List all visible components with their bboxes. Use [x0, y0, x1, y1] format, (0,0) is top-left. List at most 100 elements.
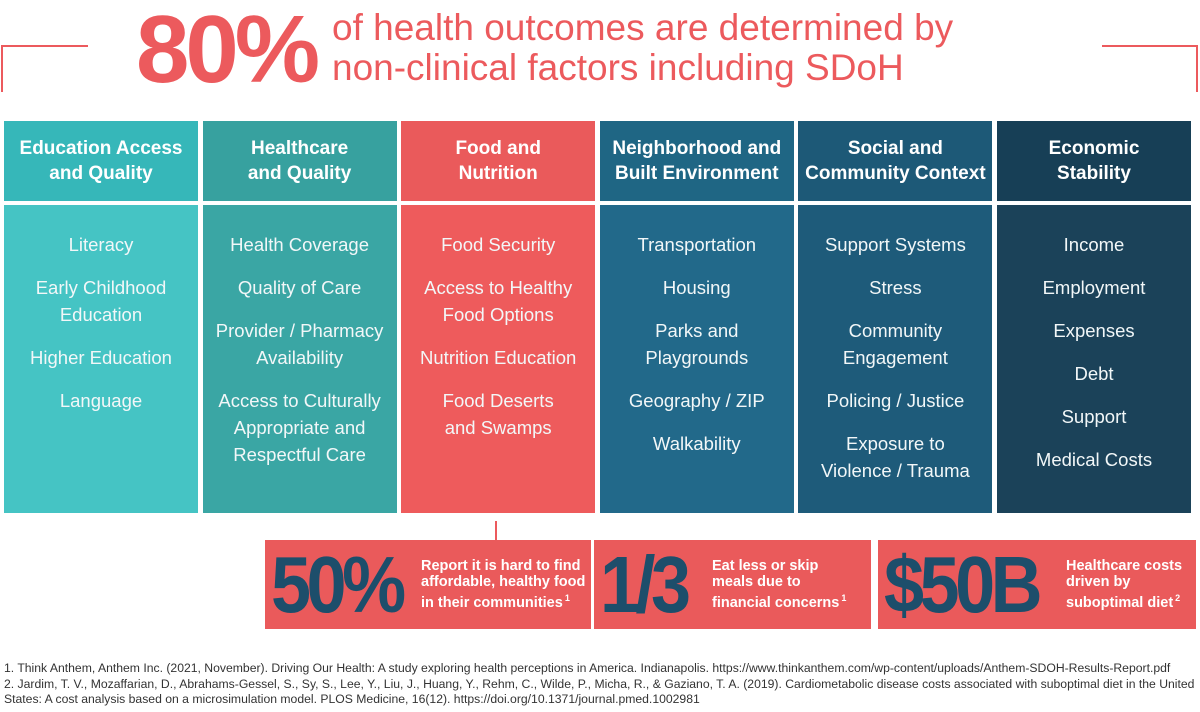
factor-line: Language — [59, 390, 143, 411]
factor-item: Literacy — [69, 231, 134, 258]
headline-line: of health outcomes are determined by — [332, 7, 954, 48]
column: Food and Nutrition Food Security Access to … — [401, 121, 596, 513]
factor-line: Employment — [1042, 277, 1146, 298]
column-header: Neighborhood and Built Environment — [599, 121, 794, 201]
stat-value: $50B — [884, 539, 1043, 629]
stat-line-text: suboptimal diet — [1066, 594, 1174, 611]
column-title-line: Stability — [1057, 163, 1131, 184]
factor-line: Early Childhood — [35, 277, 167, 298]
factor-line: and Swamps — [444, 417, 552, 438]
factor-item: Access to Culturally Appropriate and Respe… — [218, 387, 380, 468]
stat-text-line: Healthcare costs — [1066, 558, 1182, 574]
column-title-line: Social and — [847, 138, 943, 159]
stat-text: Report it is hard to find affordable, hea… — [421, 558, 585, 611]
stat-box: 1/3 Eat less or skip meals due to financial… — [594, 540, 871, 629]
factor-item: Policing / Justice — [826, 387, 964, 414]
stat-text: Eat less or skip meals due to financial co… — [712, 558, 846, 611]
column-header: Economic Stability — [997, 121, 1191, 201]
column: Social and Community Context Support Syste… — [798, 121, 993, 513]
column-title-line: Food and — [455, 138, 541, 159]
stat-value: 50% — [271, 539, 406, 629]
factor-line: Expenses — [1053, 320, 1135, 341]
stat-box: 50% Report it is hard to find affordable, … — [265, 540, 591, 629]
factor-line: Support — [1061, 406, 1127, 427]
stat-text-line: financial concerns 1 — [712, 590, 846, 611]
factor-item: Higher Education — [30, 344, 172, 371]
column-body: Health Coverage Quality of Care Provider /… — [202, 205, 397, 513]
factor-line: Walkability — [652, 433, 741, 454]
factor-item: Quality of Care — [238, 274, 361, 301]
column: Education Access and Quality Literacy Early… — [4, 121, 198, 513]
factor-item: Income — [1064, 231, 1125, 258]
factor-item: Access to Healthy Food Options — [424, 274, 572, 328]
stat-line-text: in their communities — [421, 594, 563, 611]
column-title-line: and Quality — [49, 163, 153, 184]
stat-text-line: in their communities 1 — [421, 590, 585, 611]
stat-text-line: suboptimal diet 2 — [1066, 590, 1182, 611]
column-title-line: Economic — [1048, 138, 1140, 159]
column-body: Transportation Housing Parks and Playground… — [599, 205, 794, 513]
column-header: Food and Nutrition — [401, 121, 596, 201]
stat-line-text: Healthcare costs — [1066, 558, 1183, 575]
factor-line: Appropriate and — [233, 417, 366, 438]
factor-item: Exposure to Violence / Trauma — [821, 430, 970, 484]
factor-item: Language — [60, 387, 142, 414]
factor-line: Playgrounds — [645, 347, 749, 368]
column-body: Literacy Early Childhood Education Higher E… — [4, 205, 198, 513]
footnotes: 1. Think Anthem, Anthem Inc. (2021, Nove… — [4, 661, 1196, 707]
column-title-line: and Quality — [247, 163, 352, 184]
stat-box: $50B Healthcare costs driven by suboptimal … — [878, 540, 1196, 629]
stat-line-text: meals due to — [712, 574, 801, 591]
column: Neighborhood and Built Environment Transpo… — [599, 121, 794, 513]
factor-item: Support — [1062, 403, 1127, 430]
factor-item: Geography / ZIP — [629, 387, 765, 414]
factor-item: Provider / Pharmacy Availability — [216, 317, 384, 371]
stat-line-text: affordable, healthy food — [421, 574, 586, 591]
factor-line: Engagement — [842, 347, 948, 368]
column-header: Social and Community Context — [798, 121, 993, 201]
factor-line: Literacy — [68, 234, 134, 255]
factor-line: Income — [1063, 234, 1125, 255]
factor-line: Health Coverage — [230, 234, 370, 255]
factor-line: Policing / Justice — [826, 390, 965, 411]
column-title-line: Built Environment — [614, 163, 779, 184]
stat-text-line: meals due to — [712, 574, 846, 590]
factor-item: Community Engagement — [843, 317, 948, 371]
stat-text: Healthcare costs driven by suboptimal diet… — [1066, 558, 1182, 611]
factor-item: Support Systems — [825, 231, 966, 258]
factor-item: Nutrition Education — [420, 344, 576, 371]
factor-item: Stress — [869, 274, 921, 301]
factor-item: Medical Costs — [1036, 446, 1152, 473]
column-header: Education Access and Quality — [4, 121, 198, 201]
factor-line: Community — [848, 320, 943, 341]
footnote-ref: 1 — [564, 593, 570, 604]
right-bracket — [1102, 45, 1198, 92]
factor-item: Housing — [663, 274, 731, 301]
factor-line: Medical Costs — [1035, 449, 1153, 470]
column-header: Healthcare and Quality — [202, 121, 397, 201]
stat-line-text: driven by — [1066, 574, 1131, 591]
stat-line-text: financial concerns — [712, 594, 840, 611]
stat-text-line: driven by — [1066, 574, 1182, 590]
factor-line: Support Systems — [824, 234, 966, 255]
stat-line-text: Eat less or skip — [712, 558, 819, 575]
factor-line: Stress — [869, 277, 922, 298]
factor-item: Debt — [1074, 360, 1113, 387]
left-bracket — [1, 45, 88, 92]
factor-item: Walkability — [653, 430, 741, 457]
footnote-ref: 1 — [841, 593, 847, 604]
footnote: 2. Jardim, T. V., Mozaffarian, D., Abrah… — [4, 677, 1195, 706]
column: Economic Stability Income Employment Expense… — [997, 121, 1191, 513]
column-title-line: Nutrition — [458, 163, 538, 184]
column-body: Income Employment Expenses Debt Support Medic… — [997, 205, 1191, 513]
factor-item: Transportation — [637, 231, 756, 258]
column-title-line: Neighborhood and — [612, 138, 782, 159]
factor-line: Availability — [256, 347, 344, 368]
factor-item: Employment — [1043, 274, 1146, 301]
factor-line: Transportation — [637, 234, 757, 255]
factor-line: Access to Culturally — [218, 390, 381, 411]
factor-line: Parks and — [655, 320, 739, 341]
factor-line: Housing — [662, 277, 731, 298]
